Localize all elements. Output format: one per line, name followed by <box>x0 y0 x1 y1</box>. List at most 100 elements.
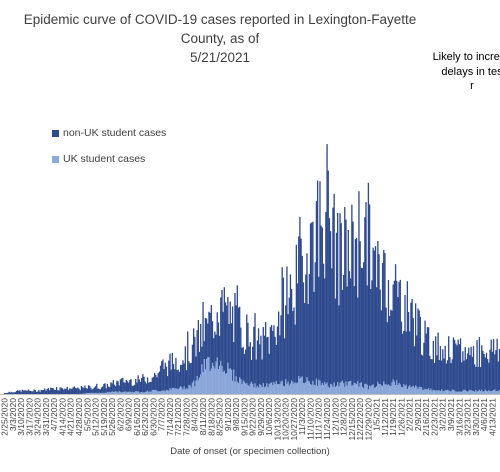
bar-total-day <box>210 305 212 394</box>
bar-uk-day <box>269 383 272 394</box>
bar-total-day <box>301 255 303 394</box>
bar-uk-day <box>117 392 119 394</box>
x-tick-label: 8/11/2020 <box>198 398 208 435</box>
bar-total-day <box>396 280 398 394</box>
bar-total-day <box>156 377 158 394</box>
bar-total-day <box>374 246 377 394</box>
bar-uk-day <box>424 388 426 394</box>
bar-uk-day <box>220 360 222 394</box>
bar-total-day <box>86 388 88 394</box>
bar-uk-day <box>384 384 386 394</box>
bar-uk-day <box>105 392 107 394</box>
bar-total-day <box>183 363 185 394</box>
bar-total-day <box>61 388 64 394</box>
bar-total-day <box>413 346 416 394</box>
bar-total-day <box>461 362 463 394</box>
bar-total-day <box>71 388 73 394</box>
bar-total-day <box>65 388 67 394</box>
legend-item-uk: UK student cases <box>52 153 145 165</box>
bar-uk-day <box>94 392 97 394</box>
x-tick-label: 3/24/2020 <box>33 398 43 436</box>
bar-total-day <box>89 385 91 394</box>
bar-uk-day <box>347 381 349 394</box>
bar-total-day <box>365 202 367 394</box>
bar-uk-day <box>392 379 394 394</box>
bar-total-day <box>280 315 282 394</box>
bar-total-day <box>326 144 328 394</box>
bar-uk-day <box>197 379 200 394</box>
bar-uk-day <box>381 385 384 394</box>
bar-total-day <box>58 390 60 394</box>
bar-total-day <box>405 331 407 394</box>
bar-total-day <box>385 307 387 394</box>
bar-total-day <box>456 345 458 394</box>
bar-total-day <box>57 390 59 394</box>
bar-total-day <box>417 308 419 394</box>
bar-uk-day <box>97 393 99 394</box>
bar-uk-day <box>119 391 122 394</box>
x-tick-label: 4/21/2020 <box>66 398 76 436</box>
bar-uk-day <box>371 385 373 394</box>
bar-uk-day <box>498 389 500 394</box>
bar-total-day <box>117 381 119 394</box>
bar-total-day <box>482 350 484 394</box>
annotation-line-2: delays in tes <box>441 65 500 78</box>
bar-uk-day <box>448 390 450 394</box>
bar-total-day <box>240 327 242 394</box>
bar-uk-day <box>248 386 250 394</box>
bar-uk-day <box>416 386 418 394</box>
bar-total-day <box>331 268 333 394</box>
bar-uk-day <box>152 389 155 394</box>
bar-uk-day <box>321 382 324 394</box>
bar-uk-day <box>364 383 366 394</box>
x-tick-label: 12/15/2020 <box>347 398 357 441</box>
bar-total-day <box>424 320 426 394</box>
bar-uk-day <box>302 382 305 394</box>
bar-total-day <box>169 353 171 394</box>
bar-total-day <box>139 381 142 394</box>
bar-total-day <box>211 321 214 394</box>
bar-total-day <box>346 286 348 394</box>
bar-uk-day <box>468 390 470 394</box>
bar-total-day <box>81 387 84 394</box>
bar-total-day <box>237 307 240 394</box>
bar-total-day <box>420 354 423 394</box>
bar-total-day <box>325 212 327 394</box>
bar-total-day <box>55 387 58 394</box>
bar-total-day <box>299 216 301 394</box>
bar-uk-day <box>417 389 419 394</box>
bar-total-day <box>433 362 436 394</box>
bar-uk-day <box>128 391 130 394</box>
bar-total-day <box>18 390 20 394</box>
bar-total-day <box>485 352 488 394</box>
x-tick-label: 3/2/2021 <box>438 398 448 431</box>
bar-total-day <box>496 338 498 394</box>
bar-uk-day <box>487 391 489 394</box>
bar-total-day <box>361 268 364 394</box>
bar-uk-day <box>257 387 260 394</box>
bar-uk-day <box>171 387 174 394</box>
uk-student-bars <box>79 357 500 394</box>
bar-uk-day <box>301 376 303 394</box>
bar-uk-day <box>113 391 116 394</box>
bar-uk-day <box>338 386 340 394</box>
bar-total-day <box>359 241 361 394</box>
bar-total-day <box>309 223 312 394</box>
bar-total-day <box>9 392 12 394</box>
bar-total-day <box>470 346 472 394</box>
bar-uk-day <box>314 385 316 394</box>
x-tick-label: 4/6/2021 <box>479 398 489 431</box>
x-tick-label: 11/3/2020 <box>297 398 307 435</box>
bar-uk-day <box>140 392 143 394</box>
bar-total-day <box>227 297 229 394</box>
bar-total-day <box>116 380 118 394</box>
bar-total-day <box>20 391 22 394</box>
bar-uk-day <box>162 390 164 394</box>
bar-total-day <box>443 358 445 394</box>
x-tick-label: 11/10/2020 <box>306 398 316 440</box>
bar-uk-day <box>273 381 275 394</box>
bar-total-day <box>444 345 446 394</box>
bar-uk-day <box>444 390 446 394</box>
bar-uk-day <box>131 391 133 394</box>
bar-total-day <box>149 381 151 394</box>
